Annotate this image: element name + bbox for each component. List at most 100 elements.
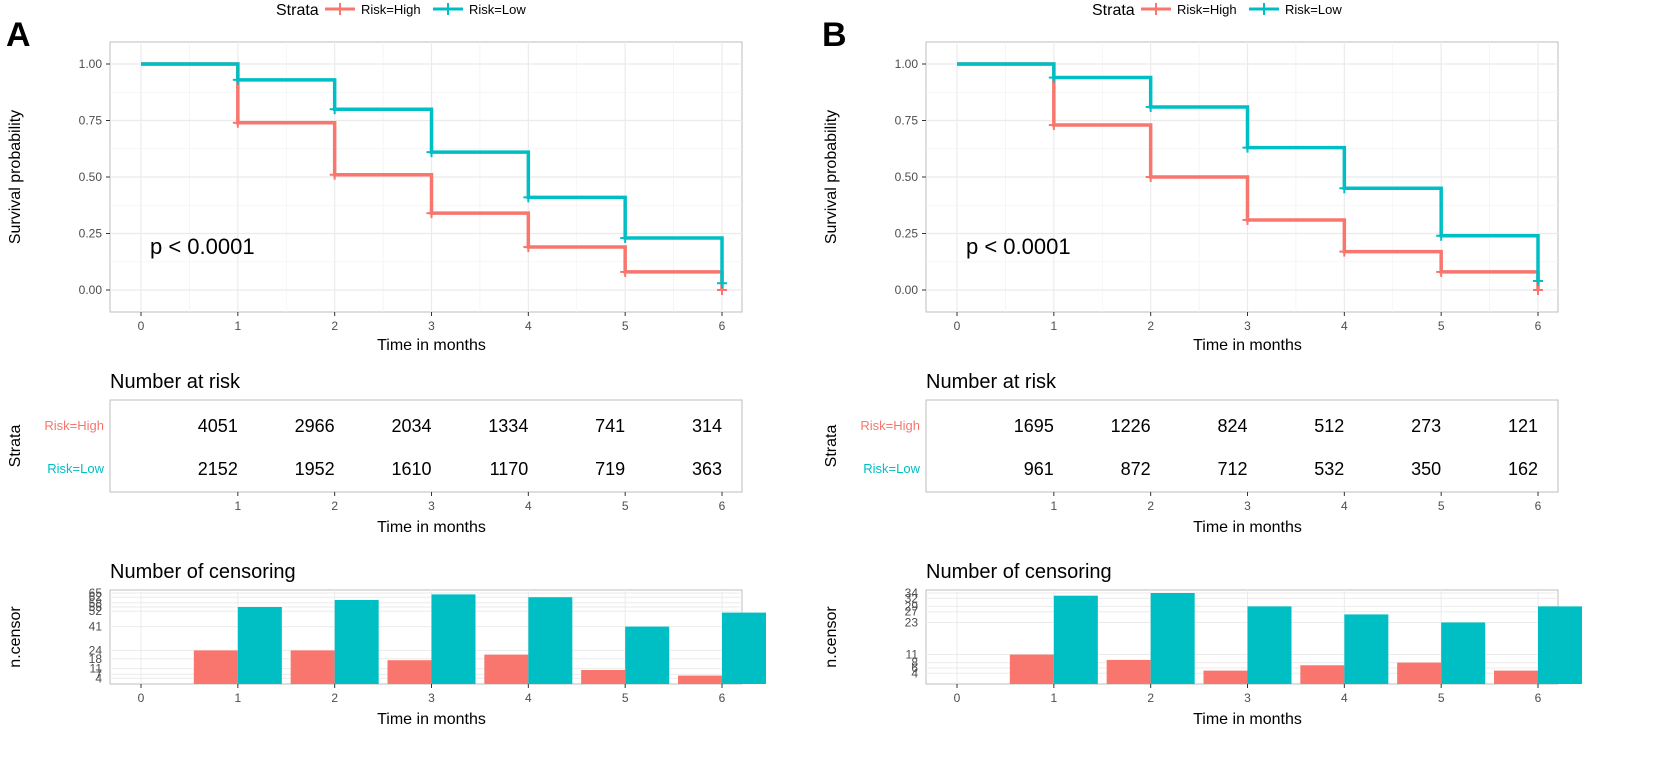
strata-axis-label: Strata [823,425,840,468]
censor-bar-low [1150,593,1195,684]
x-tick-label: 3 [1244,499,1251,513]
censor-bar-high [1300,665,1345,684]
x-axis-label: Time in months [1193,337,1302,354]
panel-letter: B [822,16,847,54]
survival-plot: 0.00 0.25 0.50 0.75 1.00 0 1 2 3 4 5 6 Time in month… [7,41,743,354]
y-tick-label: 7 [95,667,102,681]
censor-bar-high [1397,662,1442,684]
x-tick-label: 1 [234,499,241,513]
y-tick-label: 6 [911,661,918,675]
y-tick-label: 11 [90,662,103,676]
censor-bar-low [528,597,573,684]
x-tick-label: 2 [1147,319,1154,333]
y-tick-label: 62 [89,590,103,604]
risk-count: 532 [1314,459,1344,479]
risk-count: 273 [1411,416,1441,436]
x-tick-label: 1 [1050,499,1057,513]
risk-count: 350 [1411,459,1441,479]
risk-count: 741 [595,416,625,436]
censor-bar-high [193,650,238,684]
x-tick-label: 4 [1341,691,1348,705]
risk-table-title: Number at risk [926,371,1057,393]
x-axis-label: Time in months [377,711,486,728]
panel-b: B Strata Risk=High Risk=Low 0.00 0.25 0.50 0.75… [822,2,1582,728]
censor-bar-high [678,675,722,684]
y-tick-label: 58 [89,596,103,610]
strata-row-label: Risk=High [44,418,104,433]
x-tick-label: 5 [1438,319,1445,333]
y-tick-label: 0.50 [79,170,103,184]
legend: Strata Risk=High Risk=Low [1092,2,1342,19]
survival-plot: 0.00 0.25 0.50 0.75 1.00 0 1 2 3 4 5 6 Time in month… [823,41,1559,354]
censor-bar-high [290,650,335,684]
y-tick-label: 34 [905,586,919,600]
y-tick-label: 29 [905,599,919,613]
censor-bar-high [1009,654,1054,684]
x-tick-label: 4 [1341,319,1348,333]
risk-count: 162 [1508,459,1538,479]
censor-bar-low [1053,595,1098,684]
censor-bar-low [1538,606,1582,684]
strata-row-label: Risk=Low [47,461,104,476]
risk-count: 961 [1024,459,1054,479]
y-tick-label: 0.25 [79,227,103,241]
risk-table: Number at risk Risk=High 4051 2966 2034 1334 7… [7,371,743,536]
censor-chart-title: Number of censoring [110,561,296,583]
p-value: p < 0.0001 [966,234,1071,259]
risk-count: 2034 [391,416,431,436]
x-tick-label: 5 [1438,499,1445,513]
censor-bar-high [581,670,626,684]
x-tick-label: 1 [1050,319,1057,333]
censor-bar-low [625,626,670,684]
legend-label: Risk=Low [469,2,526,17]
risk-count: 824 [1217,416,1247,436]
x-tick-label: 3 [428,691,435,705]
risk-count: 314 [692,416,722,436]
risk-table-title: Number at risk [110,371,241,393]
censor-bar-low [334,600,379,684]
p-value: p < 0.0001 [150,234,255,259]
censor-bar-high [1203,670,1248,684]
x-tick-label: 1 [234,691,241,705]
risk-count: 512 [1314,416,1344,436]
x-tick-label: 3 [1244,691,1251,705]
x-tick-label: 5 [622,319,629,333]
legend-label: Risk=Low [1285,2,1342,17]
y-tick-label: 4 [911,666,918,680]
censor-bar-low [237,607,282,684]
x-tick-label: 2 [1147,691,1154,705]
x-tick-label: 1 [1050,691,1057,705]
x-tick-label: 2 [1147,499,1154,513]
x-tick-label: 5 [622,499,629,513]
x-axis-label: Time in months [1193,711,1302,728]
x-tick-label: 4 [525,499,532,513]
y-tick-label: 0.00 [79,283,103,297]
x-tick-label: 2 [331,499,338,513]
risk-count: 4051 [198,416,238,436]
x-tick-label: 3 [428,499,435,513]
strata-row-label: Risk=High [860,418,920,433]
legend-title: Strata [1092,2,1135,19]
risk-table-panel [925,399,1559,493]
censor-bar-low [1247,606,1292,684]
y-axis-label: Survival probability [823,110,840,244]
y-tick-label: 32 [905,591,919,605]
y-tick-label: 11 [906,648,919,662]
x-tick-label: 4 [1341,499,1348,513]
x-tick-label: 6 [719,691,726,705]
censor-chart-title: Number of censoring [926,561,1112,583]
x-axis-label: Time in months [377,337,486,354]
x-tick-label: 2 [331,691,338,705]
risk-count: 719 [595,459,625,479]
y-tick-label: 0.00 [895,283,919,297]
x-tick-label: 6 [719,319,726,333]
censor-bar-low [722,612,766,684]
x-tick-label: 6 [1535,499,1542,513]
y-tick-label: 4 [95,671,102,685]
censor-bar-high [1494,670,1538,684]
x-tick-label: 3 [428,319,435,333]
x-tick-label: 0 [954,691,961,705]
